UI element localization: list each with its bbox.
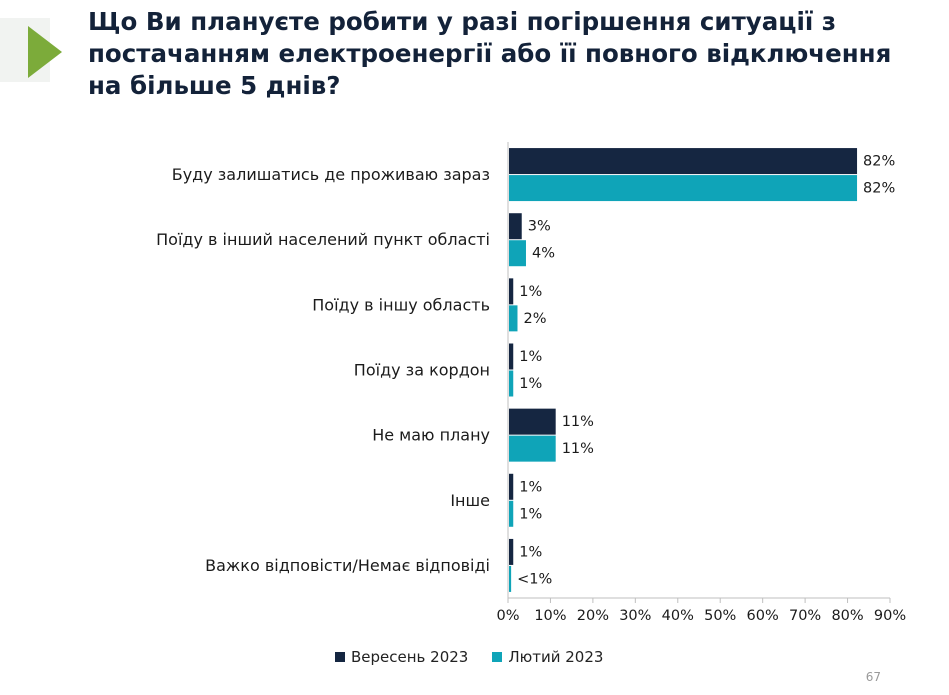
bar-series-1 [509,474,513,500]
bar-series-1 [509,409,556,435]
data-label: 1% [519,349,542,365]
bar-chart: Буду залишатись де проживаю зараз 82% 82% П… [0,0,949,640]
data-label: 11% [562,441,594,457]
data-label: 82% [863,154,895,170]
bar-series-2 [509,371,513,397]
category-label: Інше [450,491,490,510]
bar-series-2 [509,566,511,592]
category-label: Поїду за кордон [354,361,490,380]
bar-series-1 [509,539,513,565]
bar-series-1 [509,344,513,370]
category-label: Буду залишатись де проживаю зараз [172,165,490,184]
bar-series-1 [509,213,522,239]
x-tick-label: 70% [789,608,821,624]
x-tick-label: 80% [831,608,863,624]
data-label: 1% [519,284,542,300]
data-label: 4% [532,246,555,262]
data-label: 1% [519,506,542,522]
data-label: 1% [519,544,542,560]
data-label: 1% [519,376,542,392]
page-number: 67 [866,670,881,684]
x-tick-label: 10% [534,608,566,624]
bar-series-1 [509,148,857,174]
x-tick-label: 30% [619,608,651,624]
chart-legend: Вересень 2023 Лютий 2023 [335,648,603,666]
bar-series-2 [509,175,857,201]
data-label: 3% [528,219,551,235]
bar-series-2 [509,436,556,462]
legend-swatch-series-2 [492,652,502,662]
bar-series-1 [509,278,513,304]
legend-label-series-1: Вересень 2023 [351,648,468,666]
x-tick-label: 20% [577,608,609,624]
legend-label-series-2: Лютий 2023 [508,648,603,666]
x-tick-label: 40% [662,608,694,624]
legend-item-series-2: Лютий 2023 [492,648,603,666]
x-tick-label: 0% [496,608,519,624]
category-label: Поїду в інший населений пункт області [156,230,490,249]
data-label: 11% [562,414,594,430]
data-label: 1% [519,479,542,495]
category-label: Не маю плану [372,426,490,445]
legend-item-series-1: Вересень 2023 [335,648,468,666]
bar-series-2 [509,240,526,266]
category-label: Важко відповісти/Немає відповіді [205,556,490,575]
x-tick-label: 50% [704,608,736,624]
x-tick-label: 90% [874,608,906,624]
data-label: <1% [517,571,552,587]
category-label: Поїду в іншу область [312,295,490,314]
data-label: 2% [523,311,546,327]
data-label: 82% [863,181,895,197]
bar-series-2 [509,501,513,527]
bar-series-2 [509,305,517,331]
legend-swatch-series-1 [335,652,345,662]
x-tick-label: 60% [747,608,779,624]
